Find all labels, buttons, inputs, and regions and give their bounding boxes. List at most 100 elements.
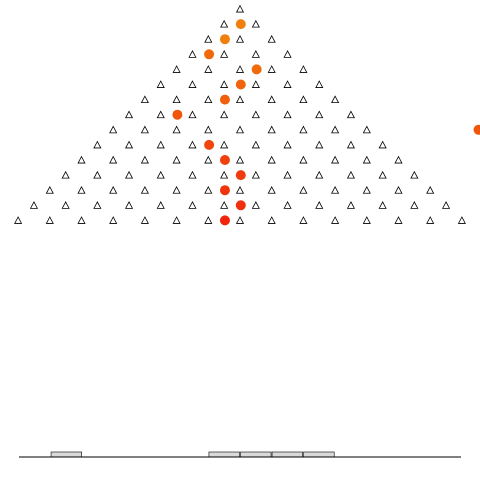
peg-triangle-icon <box>346 170 356 179</box>
peg-triangle-icon <box>156 170 165 179</box>
peg-triangle-icon <box>93 170 102 179</box>
peg-triangle-icon <box>378 201 387 209</box>
peg-triangle-icon <box>299 95 308 104</box>
peg-triangle-icon <box>441 201 451 209</box>
peg-triangle-icon <box>204 125 213 134</box>
peg-triangle-icon <box>426 185 435 194</box>
peg-triangle-icon <box>172 125 181 134</box>
peg-triangle-icon <box>235 4 245 13</box>
ball <box>235 170 246 181</box>
peg-triangle-icon <box>204 185 213 194</box>
peg-triangle-icon <box>346 110 356 119</box>
peg-triangle-icon <box>235 216 245 224</box>
peg-triangle-icon <box>93 140 102 149</box>
peg-triangle-icon <box>235 34 245 43</box>
peg-triangle-icon <box>172 155 181 164</box>
peg-triangle-icon <box>315 140 324 149</box>
ball-layer <box>172 19 480 226</box>
peg-triangle-icon <box>283 50 292 58</box>
peg-triangle-icon <box>283 80 292 88</box>
peg-triangle-icon <box>93 201 102 209</box>
ball <box>219 215 230 226</box>
peg-triangle-icon <box>124 140 134 149</box>
peg-triangle-icon <box>140 185 149 194</box>
peg-triangle-icon <box>45 216 54 224</box>
peg-triangle-icon <box>220 80 229 88</box>
peg-triangle-icon <box>362 216 371 224</box>
peg-triangle-icon <box>299 65 308 73</box>
peg-triangle-icon <box>251 80 260 88</box>
ball <box>251 64 262 75</box>
peg-triangle-icon <box>140 155 149 164</box>
peg-triangle-icon <box>188 50 197 58</box>
ball <box>204 139 215 150</box>
ball <box>219 94 230 105</box>
peg-triangle-icon <box>124 201 134 209</box>
peg-triangle-icon <box>140 216 149 224</box>
peg-triangle-icon <box>204 34 213 43</box>
ball <box>219 155 230 165</box>
peg-triangle-icon <box>267 95 276 104</box>
bin-bar <box>271 451 303 458</box>
peg-triangle-icon <box>77 155 86 164</box>
peg-triangle-icon <box>204 155 213 164</box>
peg-triangle-icon <box>315 80 324 88</box>
peg-triangle-icon <box>378 140 387 149</box>
peg-triangle-icon <box>188 170 197 179</box>
bin-bar <box>208 451 240 458</box>
peg-triangle-icon <box>235 65 245 73</box>
peg-triangle-icon <box>251 170 260 179</box>
peg-triangle-icon <box>109 185 118 194</box>
peg-triangle-icon <box>394 216 403 224</box>
peg-triangle-icon <box>77 216 86 224</box>
peg-triangle-icon <box>220 50 229 58</box>
peg-triangle-icon <box>188 110 197 119</box>
peg-triangle-icon <box>299 155 308 164</box>
peg-triangle-icon <box>204 65 213 73</box>
peg-triangle-icon <box>331 185 340 194</box>
bin-bar <box>50 451 82 458</box>
peg-triangle-icon <box>251 201 260 209</box>
peg-triangle-icon <box>331 95 340 104</box>
peg-triangle-icon <box>267 155 276 164</box>
peg-triangle-icon <box>283 110 292 119</box>
peg-triangle-icon <box>220 19 229 28</box>
peg-triangle-icon <box>394 185 403 194</box>
ball <box>219 34 230 45</box>
peg-triangle-icon <box>299 185 308 194</box>
peg-triangle-icon <box>362 155 371 164</box>
peg-triangle-icon <box>346 140 356 149</box>
ball <box>473 124 480 135</box>
peg-triangle-icon <box>109 155 118 164</box>
ball <box>204 49 215 60</box>
peg-triangle-icon <box>172 216 181 224</box>
peg-triangle-icon <box>315 170 324 179</box>
peg-triangle-icon <box>140 95 149 104</box>
peg-triangle-icon <box>283 140 292 149</box>
peg-triangle-icon <box>331 155 340 164</box>
peg-triangle-icon <box>156 110 165 119</box>
peg-triangle-icon <box>204 216 213 224</box>
peg-triangle-icon <box>331 125 340 134</box>
peg-triangle-icon <box>251 140 260 149</box>
peg-triangle-icon <box>362 185 371 194</box>
peg-triangle-icon <box>235 185 245 194</box>
peg-triangle-icon <box>61 201 70 209</box>
peg-triangle-icon <box>156 201 165 209</box>
peg-triangle-icon <box>251 110 260 119</box>
bin-histogram <box>50 451 335 458</box>
peg-triangle-icon <box>267 125 276 134</box>
peg-triangle-icon <box>188 80 197 88</box>
peg-triangle-icon <box>140 125 149 134</box>
peg-triangle-icon <box>156 140 165 149</box>
bin-bar <box>240 451 272 458</box>
peg-triangle-icon <box>426 216 435 224</box>
peg-triangle-icon <box>172 65 181 73</box>
peg-triangle-icon <box>14 216 23 224</box>
ball <box>235 19 246 30</box>
peg-triangle-icon <box>109 216 118 224</box>
peg-triangle-icon <box>267 65 276 73</box>
peg-triangle-icon <box>251 19 260 28</box>
peg-triangle-icon <box>410 170 419 179</box>
peg-triangle-icon <box>235 155 245 164</box>
